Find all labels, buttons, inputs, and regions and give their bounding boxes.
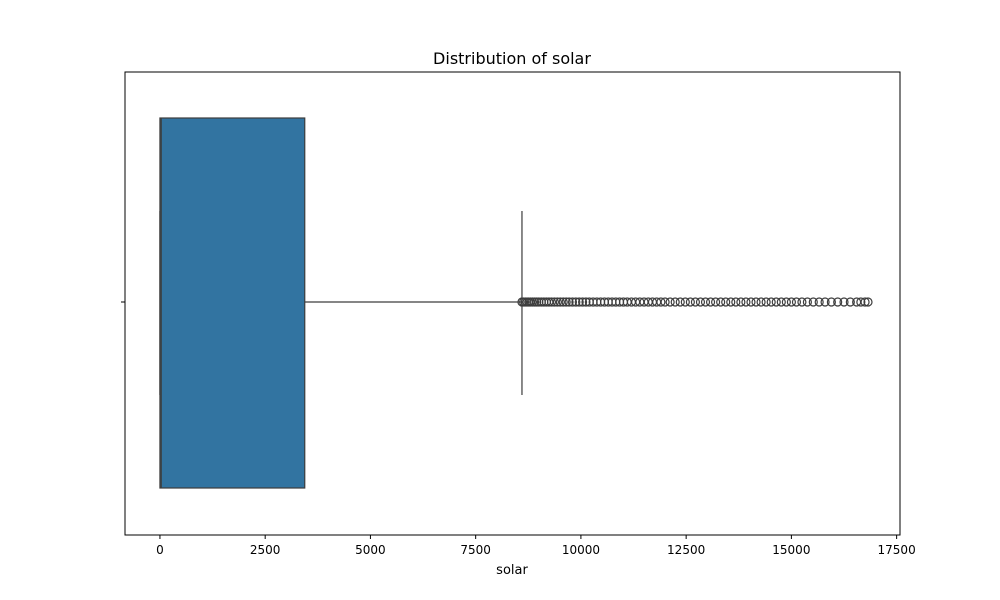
outlier-point — [670, 297, 680, 307]
outlier-point — [695, 297, 706, 307]
outlier-point — [820, 297, 830, 307]
outlier-point — [680, 297, 690, 307]
x-tick-label: 2500 — [250, 543, 281, 557]
outlier-point — [685, 297, 695, 307]
iqr-box — [159, 117, 306, 489]
x-tick-label: 0 — [156, 543, 164, 557]
outlier-point — [761, 297, 771, 307]
outlier-point — [845, 297, 855, 307]
outlier-point — [660, 297, 670, 307]
x-tick-label: 15000 — [772, 543, 810, 557]
x-tick-label: 10000 — [562, 543, 600, 557]
outlier-point — [856, 297, 866, 307]
outlier-point — [756, 297, 766, 307]
outlier-point — [766, 297, 776, 307]
outlier-point — [561, 297, 571, 307]
outlier-point — [716, 297, 726, 307]
x-axis-label: solar — [496, 563, 528, 578]
outlier-point — [690, 297, 701, 307]
outlier-point — [726, 297, 736, 307]
plot-frame — [124, 71, 901, 536]
outlier-point — [786, 297, 796, 307]
x-axis: 0 2500 5000 7500 10000 12500 15000 17500 — [156, 535, 916, 557]
outlier-point — [711, 297, 721, 307]
outlier-point — [736, 297, 746, 307]
x-tick-label: 7500 — [460, 543, 491, 557]
outlier-point — [549, 297, 559, 307]
outlier-point — [555, 297, 565, 307]
outlier-point — [552, 297, 562, 307]
outlier-point — [665, 297, 675, 307]
outlier-point — [577, 297, 588, 307]
outlier-point — [802, 297, 812, 307]
outlier-point — [741, 297, 751, 307]
outlier-point — [860, 297, 870, 307]
outlier-point — [705, 297, 716, 307]
outlier-point — [574, 297, 584, 307]
outlier-point — [863, 297, 873, 307]
x-tick-label: 5000 — [355, 543, 386, 557]
outlier-point — [781, 297, 791, 307]
outlier-point — [791, 297, 802, 307]
outlier-point — [771, 297, 781, 307]
x-tick-label: 12500 — [667, 543, 705, 557]
outlier-point — [746, 297, 756, 307]
outlier-point — [700, 297, 711, 307]
outlier-point — [839, 297, 849, 307]
outlier-point — [546, 297, 557, 307]
outlier-point — [571, 297, 581, 307]
x-tick-label: 17500 — [878, 543, 916, 557]
outlier-point — [721, 297, 731, 307]
outlier-point — [731, 297, 741, 307]
outlier-point — [656, 297, 666, 307]
outlier-point — [808, 297, 818, 307]
chart-title: Distribution of solar — [433, 49, 591, 68]
outlier-point — [826, 297, 836, 307]
outlier-point — [675, 297, 685, 307]
outlier-point — [567, 297, 578, 307]
outlier-point — [564, 297, 574, 307]
outlier-point — [581, 297, 591, 307]
outlier-point — [751, 297, 761, 307]
outlier-point — [814, 297, 824, 307]
plot-area — [159, 117, 873, 489]
outlier-point — [833, 297, 843, 307]
outlier-point — [797, 297, 807, 307]
outlier-point — [558, 297, 568, 307]
outlier-point — [776, 297, 786, 307]
